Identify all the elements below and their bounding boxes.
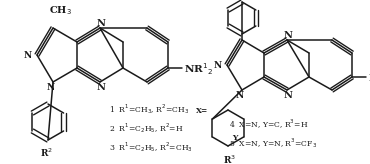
Text: N(C$_{2}$H$_{5}$)$_{2}$: N(C$_{2}$H$_{5}$)$_{2}$ [368,71,370,85]
Text: N: N [283,31,292,40]
Text: 2  R$^{1}$=C$_{2}$H$_{5}$, R$^{2}$=H: 2 R$^{1}$=C$_{2}$H$_{5}$, R$^{2}$=H [109,121,184,135]
Text: NR$^{1}$$_{2}$: NR$^{1}$$_{2}$ [184,61,213,77]
Text: N: N [214,61,222,70]
Text: N: N [24,51,32,60]
Text: N: N [283,91,292,100]
Text: 4  X=N, Y=C, R$^{3}$=H: 4 X=N, Y=C, R$^{3}$=H [229,118,309,131]
Text: 5  X=N, Y=N, R$^{3}$=CF$_{3}$: 5 X=N, Y=N, R$^{3}$=CF$_{3}$ [229,137,317,150]
Text: N: N [236,92,244,101]
Text: N: N [97,19,105,28]
Text: R$^{3}$: R$^{3}$ [223,154,236,164]
Text: Y: Y [232,134,238,142]
Text: 3  R$^{1}$=C$_{2}$H$_{5}$, R$^{2}$=CH$_{3}$: 3 R$^{1}$=C$_{2}$H$_{5}$, R$^{2}$=CH$_{3… [109,140,193,154]
Text: 1  R$^{1}$=CH$_{3}$, R$^{2}$=CH$_{3}$: 1 R$^{1}$=CH$_{3}$, R$^{2}$=CH$_{3}$ [109,102,189,116]
Text: N: N [97,82,105,92]
Text: X=: X= [196,107,208,115]
Text: R$^{2}$: R$^{2}$ [40,147,53,159]
Text: CH$_{3}$: CH$_{3}$ [49,4,72,17]
Text: N: N [47,83,55,92]
